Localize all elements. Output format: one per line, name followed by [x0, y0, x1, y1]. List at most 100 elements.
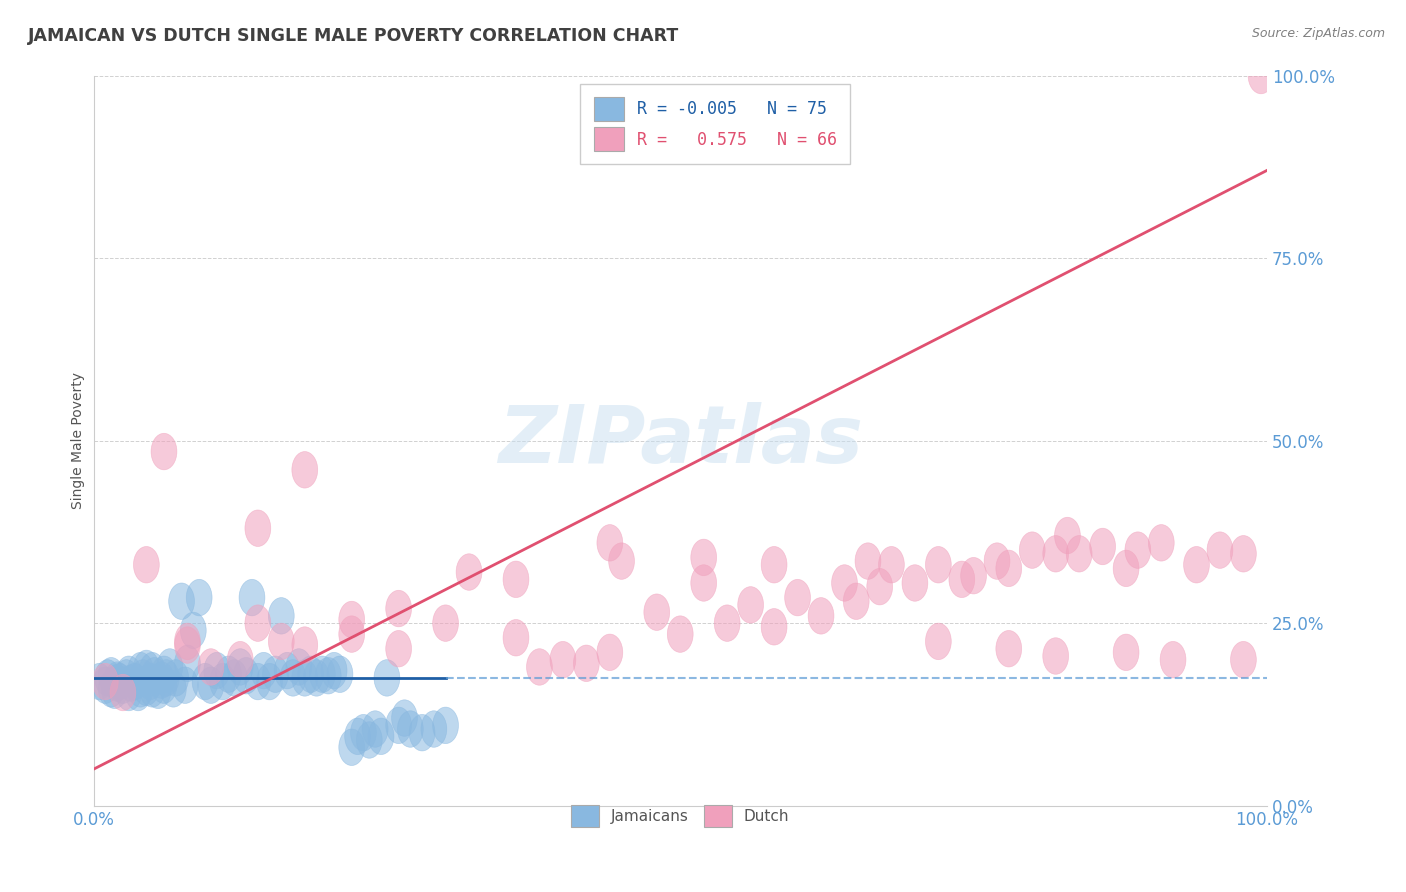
Ellipse shape — [118, 665, 143, 701]
Ellipse shape — [115, 656, 142, 692]
Ellipse shape — [98, 671, 124, 707]
Ellipse shape — [1054, 517, 1080, 554]
Ellipse shape — [280, 660, 307, 696]
Ellipse shape — [385, 707, 412, 744]
Ellipse shape — [574, 645, 599, 681]
Ellipse shape — [1249, 57, 1274, 94]
Ellipse shape — [1019, 532, 1045, 568]
Ellipse shape — [738, 587, 763, 624]
Ellipse shape — [456, 554, 482, 591]
Ellipse shape — [1230, 535, 1257, 572]
Ellipse shape — [245, 664, 271, 700]
Ellipse shape — [808, 598, 834, 634]
Ellipse shape — [94, 660, 121, 696]
Ellipse shape — [134, 547, 159, 583]
Ellipse shape — [344, 718, 370, 755]
Ellipse shape — [392, 700, 418, 736]
Ellipse shape — [1090, 528, 1115, 565]
Ellipse shape — [129, 660, 156, 696]
Ellipse shape — [503, 561, 529, 598]
Ellipse shape — [1230, 641, 1257, 678]
Ellipse shape — [761, 608, 787, 645]
Ellipse shape — [174, 645, 200, 681]
Ellipse shape — [1208, 532, 1233, 568]
Ellipse shape — [409, 714, 434, 751]
Ellipse shape — [169, 583, 194, 620]
Ellipse shape — [228, 641, 253, 678]
Ellipse shape — [304, 660, 329, 696]
Ellipse shape — [180, 612, 207, 648]
Ellipse shape — [269, 598, 294, 634]
Ellipse shape — [292, 660, 318, 696]
Ellipse shape — [831, 565, 858, 601]
Ellipse shape — [198, 667, 224, 704]
Ellipse shape — [292, 451, 318, 488]
Ellipse shape — [174, 627, 200, 664]
Ellipse shape — [274, 652, 299, 689]
Ellipse shape — [855, 543, 882, 579]
Ellipse shape — [1114, 550, 1139, 587]
Ellipse shape — [215, 656, 242, 692]
Ellipse shape — [350, 714, 377, 751]
Ellipse shape — [321, 652, 347, 689]
Ellipse shape — [245, 510, 271, 547]
Ellipse shape — [114, 660, 139, 696]
Ellipse shape — [122, 664, 148, 700]
Ellipse shape — [142, 657, 167, 694]
Ellipse shape — [960, 558, 987, 594]
Ellipse shape — [690, 539, 717, 575]
Ellipse shape — [104, 665, 129, 701]
Ellipse shape — [1066, 535, 1092, 572]
Ellipse shape — [139, 671, 165, 707]
Ellipse shape — [104, 662, 129, 698]
Ellipse shape — [398, 711, 423, 747]
Text: Source: ZipAtlas.com: Source: ZipAtlas.com — [1251, 27, 1385, 40]
Ellipse shape — [93, 664, 118, 700]
Ellipse shape — [263, 656, 288, 692]
Ellipse shape — [198, 648, 224, 685]
Ellipse shape — [160, 671, 186, 707]
Text: ZIPatlas: ZIPatlas — [498, 401, 863, 480]
Ellipse shape — [292, 627, 318, 664]
Ellipse shape — [356, 722, 382, 758]
Ellipse shape — [145, 672, 172, 708]
Ellipse shape — [1125, 532, 1150, 568]
Ellipse shape — [714, 605, 740, 641]
Ellipse shape — [785, 579, 810, 615]
Ellipse shape — [598, 634, 623, 671]
Ellipse shape — [239, 579, 264, 615]
Ellipse shape — [209, 664, 236, 700]
Ellipse shape — [98, 657, 124, 694]
Ellipse shape — [526, 648, 553, 685]
Ellipse shape — [949, 561, 974, 598]
Ellipse shape — [269, 624, 294, 660]
Ellipse shape — [363, 711, 388, 747]
Ellipse shape — [1043, 535, 1069, 572]
Ellipse shape — [139, 652, 165, 689]
Ellipse shape — [128, 671, 153, 707]
Ellipse shape — [150, 667, 177, 704]
Ellipse shape — [101, 672, 128, 708]
Ellipse shape — [433, 605, 458, 641]
Ellipse shape — [1160, 641, 1185, 678]
Ellipse shape — [385, 591, 412, 627]
Ellipse shape — [128, 652, 153, 689]
Ellipse shape — [503, 620, 529, 656]
Ellipse shape — [163, 660, 188, 696]
Ellipse shape — [339, 729, 364, 765]
Ellipse shape — [644, 594, 669, 631]
Ellipse shape — [298, 656, 323, 692]
Ellipse shape — [93, 667, 118, 704]
Ellipse shape — [328, 656, 353, 692]
Ellipse shape — [609, 543, 634, 579]
Ellipse shape — [433, 707, 458, 744]
Ellipse shape — [107, 664, 132, 700]
Ellipse shape — [87, 664, 112, 700]
Ellipse shape — [1043, 638, 1069, 674]
Ellipse shape — [984, 543, 1010, 579]
Ellipse shape — [150, 656, 177, 692]
Ellipse shape — [420, 711, 447, 747]
Ellipse shape — [125, 674, 150, 711]
Ellipse shape — [385, 631, 412, 667]
Ellipse shape — [368, 718, 394, 755]
